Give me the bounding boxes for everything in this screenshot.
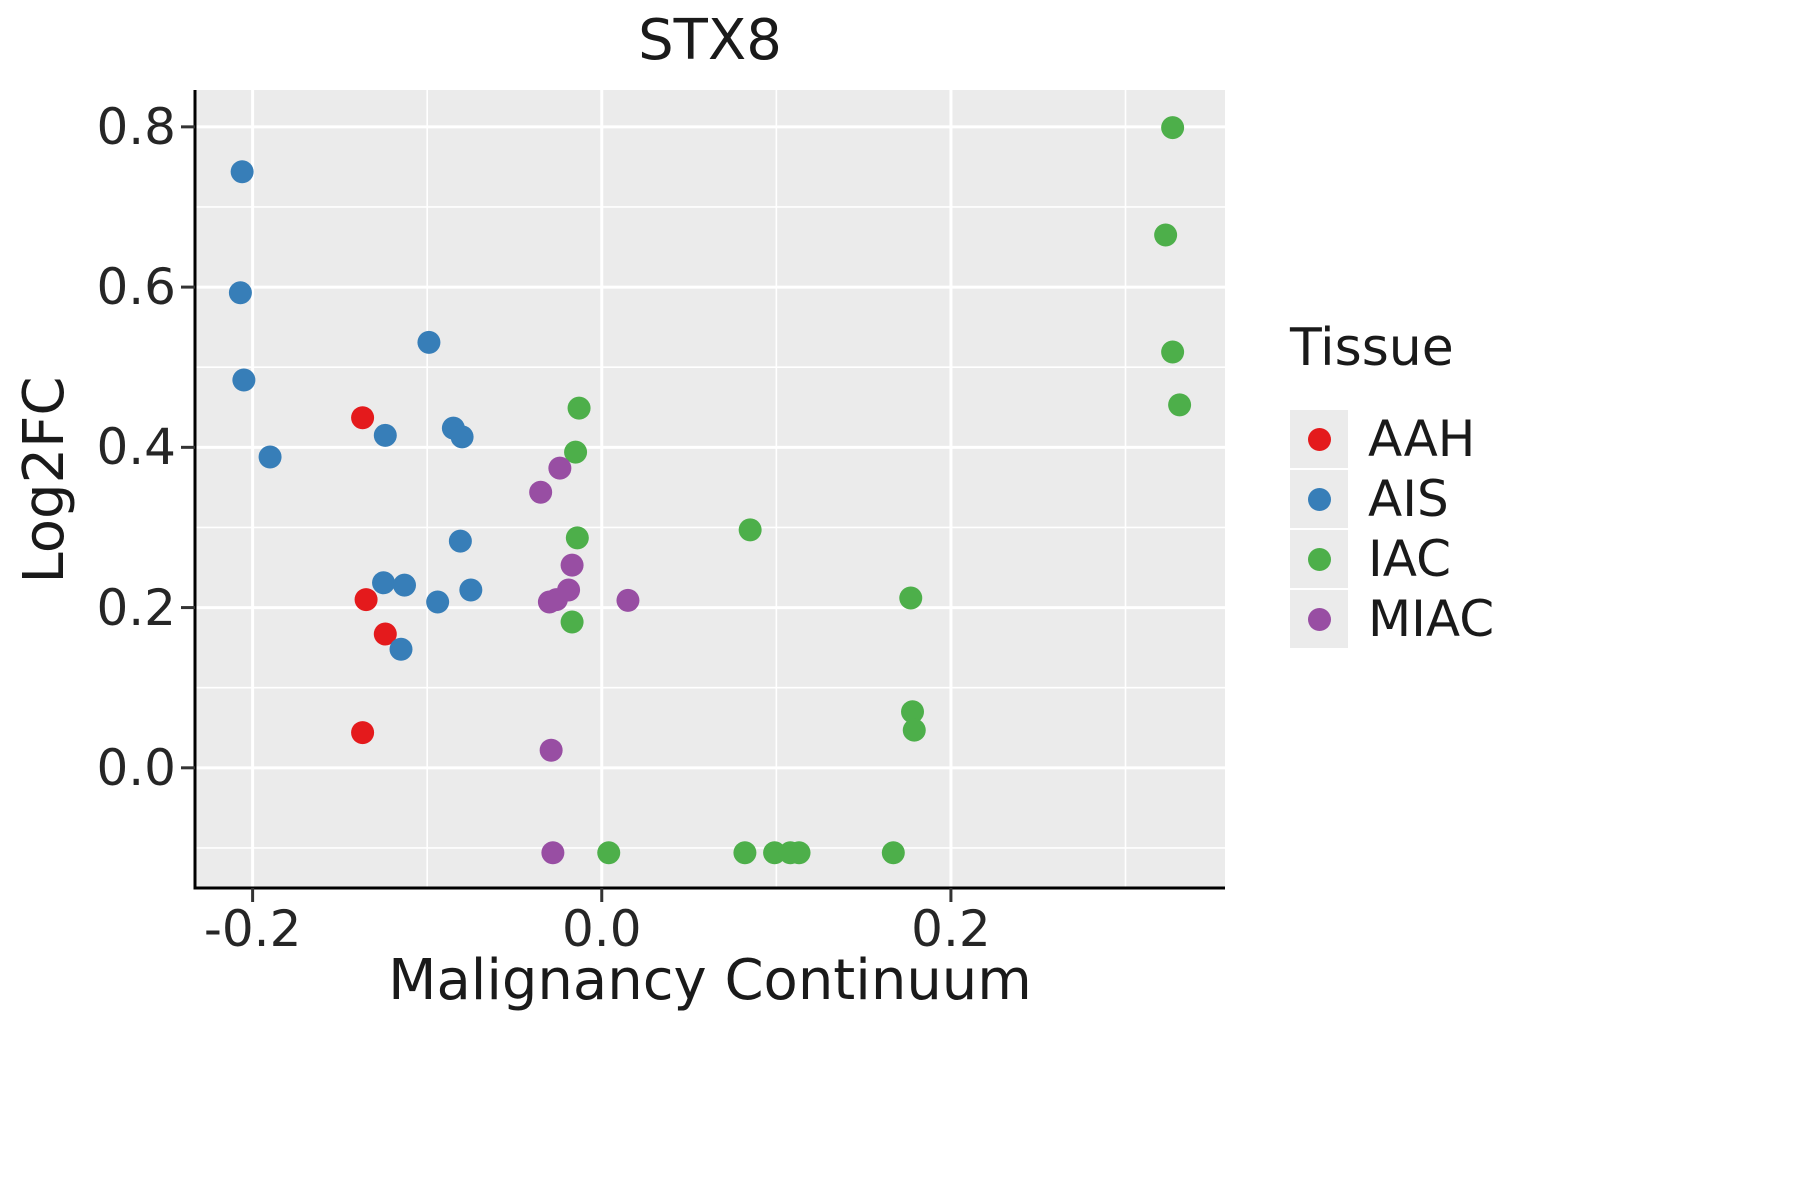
data-point-IAC	[901, 700, 925, 724]
data-point-AIS	[258, 445, 282, 469]
data-point-AIS	[389, 637, 413, 661]
data-point-AAH	[351, 721, 375, 745]
data-point-IAC	[1161, 340, 1185, 364]
data-point-IAC	[560, 610, 584, 634]
data-point-IAC	[899, 586, 923, 610]
y-tick-label: 0.6	[96, 258, 176, 317]
data-point-AIS	[232, 368, 256, 392]
x-axis-label: Malignancy Continuum	[388, 948, 1032, 1013]
data-point-IAC	[1161, 116, 1185, 140]
data-point-IAC	[738, 518, 762, 542]
legend-dot-icon	[1307, 487, 1331, 511]
data-point-IAC	[567, 396, 591, 420]
legend: Tissue AAH AIS IAC MIAC	[1290, 318, 1494, 648]
legend-title: Tissue	[1290, 318, 1454, 378]
data-point-MIAC	[539, 738, 563, 762]
data-point-IAC	[902, 718, 926, 742]
data-point-AIS	[392, 573, 416, 597]
legend-key-AAH	[1290, 410, 1348, 468]
legend-item-AAH: AAH	[1290, 410, 1494, 468]
legend-item-IAC: IAC	[1290, 530, 1494, 588]
y-tick-label: 0.4	[96, 418, 176, 477]
x-tick-label: 0.2	[911, 900, 991, 958]
data-point-AIS	[373, 423, 397, 447]
legend-label: AIS	[1368, 470, 1449, 528]
data-point-AAH	[354, 588, 378, 612]
data-point-MIAC	[529, 480, 553, 504]
data-point-AIS	[372, 571, 396, 595]
data-point-AIS	[417, 330, 441, 354]
data-point-IAC	[1168, 393, 1192, 417]
legend-label: AAH	[1368, 410, 1476, 468]
data-point-IAC	[763, 841, 787, 865]
x-tick-label: -0.2	[203, 900, 302, 958]
data-point-MIAC	[548, 456, 572, 480]
legend-dot-icon	[1307, 607, 1331, 631]
chart-title: STX8	[638, 8, 782, 73]
data-point-MIAC	[560, 553, 584, 577]
y-tick-label: 0.0	[96, 738, 176, 797]
legend-key-AIS	[1290, 470, 1348, 528]
data-point-AIS	[459, 578, 483, 602]
data-point-MIAC	[544, 588, 568, 612]
data-point-AAH	[373, 622, 397, 646]
legend-item-MIAC: MIAC	[1290, 590, 1494, 648]
data-point-IAC	[565, 526, 589, 550]
data-point-IAC	[1154, 223, 1178, 247]
data-point-AIS	[448, 529, 472, 553]
y-tick-label: 0.8	[96, 97, 176, 156]
legend-key-MIAC	[1290, 590, 1348, 648]
data-point-AIS	[228, 281, 252, 305]
data-point-IAC	[564, 440, 588, 464]
data-point-MIAC	[541, 841, 565, 865]
x-tick-label: 0.0	[561, 900, 642, 958]
legend-label: MIAC	[1368, 590, 1495, 648]
data-point-AIS	[450, 425, 474, 449]
data-point-IAC	[597, 841, 621, 865]
data-point-IAC	[881, 841, 905, 865]
data-point-AIS	[426, 590, 450, 614]
legend-key-IAC	[1290, 530, 1348, 588]
legend-dot-icon	[1307, 427, 1331, 451]
data-point-MIAC	[616, 588, 640, 612]
legend-items: AAH AIS IAC MIAC	[1290, 410, 1494, 648]
data-point-IAC	[733, 841, 757, 865]
y-tick-label: 0.2	[96, 578, 176, 637]
data-point-IAC	[787, 841, 811, 865]
legend-item-AIS: AIS	[1290, 470, 1494, 528]
legend-dot-icon	[1307, 547, 1331, 571]
legend-label: IAC	[1368, 530, 1451, 588]
data-point-AAH	[351, 406, 375, 430]
plot-panel	[195, 90, 1225, 888]
data-point-AIS	[230, 160, 254, 184]
